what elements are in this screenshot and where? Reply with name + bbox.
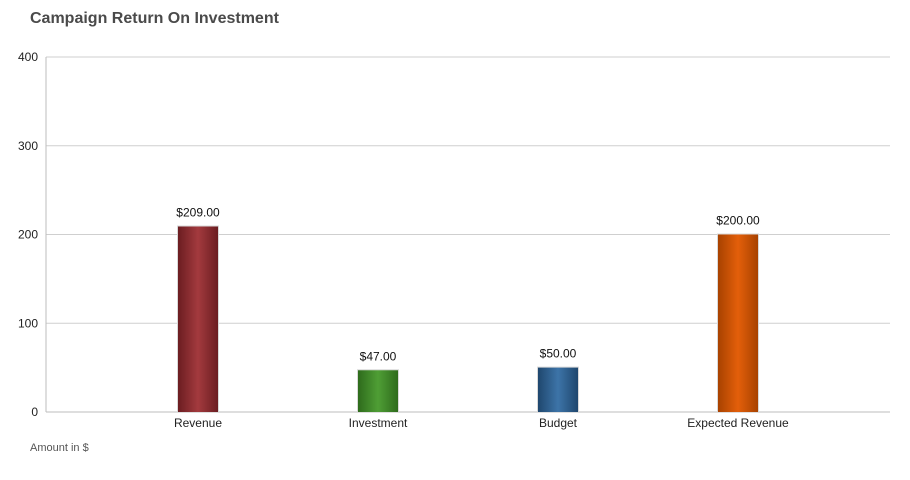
data-label: $50.00 (540, 347, 577, 361)
labels: $209.00 Revenue $47.00 Investment $50.00 Budg… (174, 206, 789, 430)
y-tick-label: 300 (18, 139, 38, 153)
data-label: $200.00 (716, 214, 760, 228)
bar-budget[interactable] (538, 367, 578, 412)
x-tick-label: Expected Revenue (687, 416, 789, 430)
amount-footnote: Amount in $ (30, 442, 89, 454)
x-tick-label: Investment (349, 416, 408, 430)
bar-revenue[interactable] (178, 226, 218, 412)
y-tick-label: 0 (31, 405, 38, 419)
y-tick-label: 400 (18, 50, 38, 64)
bars (177, 225, 759, 413)
data-label: $209.00 (176, 206, 220, 220)
gridlines (46, 56, 890, 413)
x-tick-label: Budget (539, 416, 578, 430)
y-tick-label: 200 (18, 228, 38, 242)
y-tick-label: 100 (18, 316, 38, 330)
bar-expected-revenue[interactable] (718, 234, 758, 413)
x-tick-label: Revenue (174, 416, 222, 430)
chart-title: Campaign Return On Investment (30, 10, 279, 27)
data-label: $47.00 (360, 349, 397, 363)
bar-investment[interactable] (358, 370, 398, 412)
